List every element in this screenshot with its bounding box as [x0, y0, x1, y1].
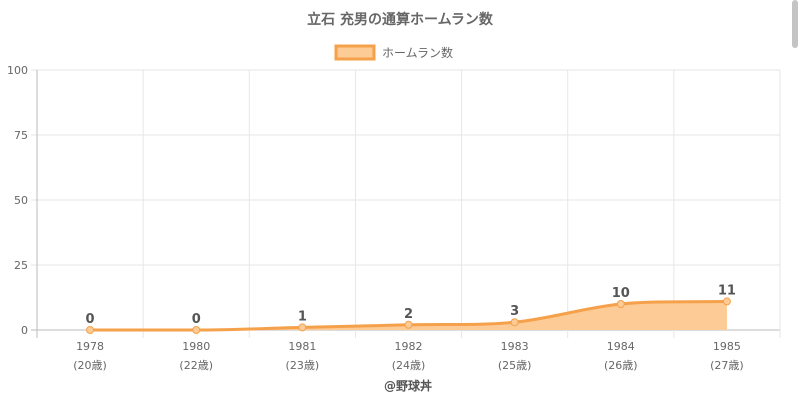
grid: [31, 69, 781, 338]
y-tick-label: 50: [14, 194, 28, 207]
data-label: 1: [298, 309, 307, 324]
data-label: 0: [192, 312, 201, 327]
data-label: 10: [612, 286, 630, 301]
data-point: [404, 320, 413, 329]
series-area: [90, 301, 727, 330]
x-tick-age-label: (24歳): [392, 359, 426, 372]
x-tick-age-label: (22歳): [179, 359, 213, 372]
y-tick-label: 100: [7, 64, 28, 77]
data-point: [510, 318, 519, 327]
x-tick-label: 1985: [713, 340, 741, 353]
data-label: 3: [510, 304, 519, 319]
data-point: [722, 297, 731, 306]
data-point: [298, 323, 307, 332]
x-tick-label: 1983: [501, 340, 529, 353]
scrollbar[interactable]: [792, 0, 798, 48]
x-tick-age-label: (26歳): [604, 359, 638, 372]
y-tick-label: 0: [21, 324, 28, 337]
legend-swatch: [334, 44, 376, 61]
data-labels: 0 0 1 2 3 10 11: [86, 283, 736, 327]
x-tick-age-label: (20歳): [73, 359, 107, 372]
x-tick-label: 1980: [182, 340, 210, 353]
x-tick-label: 1984: [607, 340, 635, 353]
x-tick-label: 1982: [395, 340, 423, 353]
data-label: 11: [718, 283, 736, 298]
y-axis: 0 25 50 75 100: [7, 64, 28, 337]
series-home-runs: [86, 297, 731, 334]
x-tick-age-label: (25歳): [498, 359, 532, 372]
legend[interactable]: ホームラン数: [334, 44, 453, 61]
data-label: 0: [86, 312, 95, 327]
x-tick-age-label: (23歳): [286, 359, 320, 372]
data-point: [192, 326, 201, 334]
y-tick-label: 25: [14, 259, 28, 272]
legend-label: ホームラン数: [382, 45, 453, 60]
footer-credit: @野球丼: [384, 378, 432, 393]
x-tick-age-label: (27歳): [710, 359, 744, 372]
x-tick-label: 1978: [76, 340, 104, 353]
x-axis: 1978 (20歳) 1980 (22歳) 1981 (23歳) 1982 (24歳) 1983…: [73, 340, 743, 372]
y-tick-label: 75: [14, 129, 28, 142]
data-point: [86, 326, 95, 334]
chart-title: 立石 充男の通算ホームラン数: [307, 11, 494, 28]
data-label: 2: [404, 307, 413, 322]
data-point: [616, 300, 625, 308]
x-tick-label: 1981: [288, 340, 316, 353]
